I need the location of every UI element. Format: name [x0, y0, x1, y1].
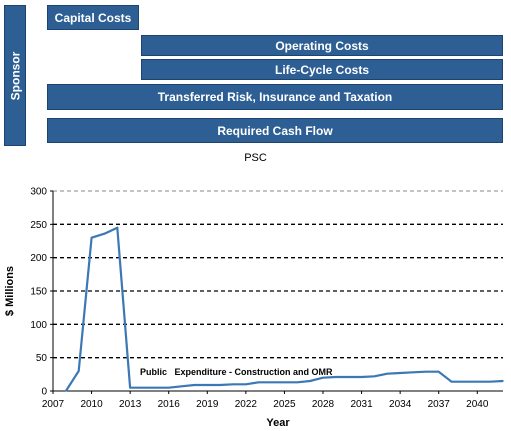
y-axis-label: $ Millions [4, 266, 16, 316]
series-point [245, 383, 247, 386]
y-tick-label: 200 [30, 253, 47, 264]
x-tick-label: 2040 [466, 399, 489, 410]
series-point [193, 384, 196, 386]
series-point [489, 380, 491, 383]
x-tick-label: 2037 [428, 399, 451, 410]
capital-costs-label: Capital Costs [54, 10, 132, 25]
series-point [322, 376, 324, 379]
y-tick-label: 150 [30, 287, 47, 298]
transferred-risk-bar: Transferred Risk, Insurance and Taxation [47, 84, 503, 110]
x-axis-label: Year [266, 417, 290, 429]
series-point [232, 383, 234, 386]
x-tick-label: 2013 [119, 399, 142, 410]
required-cash-flow-label: Required Cash Flow [217, 123, 333, 138]
chart-title: PSC [244, 152, 267, 164]
x-tick-labels: 2007 2010 2013 2016 2019 2022 2025 2028 2031 2034… [42, 391, 489, 410]
sponsor-bar: Sponsor [4, 5, 26, 146]
series-point [502, 380, 504, 382]
x-tick-label: 2034 [389, 399, 412, 410]
capital-costs-bar: Capital Costs [47, 5, 139, 30]
series-point [116, 226, 119, 229]
series-point [270, 381, 273, 384]
y-tick-label: 250 [30, 220, 47, 231]
life-cycle-costs-bar: Life-Cycle Costs [141, 59, 503, 80]
y-tick-label: 0 [41, 387, 47, 398]
y-tick-labels: 0 50 100 150 200 250 300 [30, 187, 53, 398]
operating-costs-bar: Operating Costs [141, 35, 503, 56]
series-point [425, 370, 427, 373]
series-point [65, 390, 67, 392]
transferred-risk-label: Transferred Risk, Insurance and Taxation [157, 90, 393, 104]
series-point [167, 386, 170, 389]
series-point [296, 381, 299, 384]
series-point [129, 386, 131, 389]
x-tick-label: 2007 [42, 399, 65, 410]
life-cycle-costs-label: Life-Cycle Costs [274, 62, 370, 77]
required-cash-flow-bar: Required Cash Flow [47, 118, 503, 143]
series-point [103, 232, 106, 235]
series-point [360, 376, 363, 378]
series-point [77, 370, 80, 372]
series-point [386, 372, 389, 375]
y-tick-label: 100 [30, 320, 47, 331]
x-tick-label: 2010 [80, 399, 103, 410]
x-tick-label: 2016 [158, 399, 181, 410]
series-point [347, 376, 350, 378]
series-point [155, 386, 157, 389]
series-points [65, 226, 504, 392]
x-tick-label: 2028 [312, 399, 335, 410]
series-point [450, 380, 453, 383]
series-point [463, 380, 466, 383]
series-point [437, 370, 440, 373]
series-point [399, 372, 401, 374]
series-point [309, 380, 311, 382]
series-point [476, 380, 479, 383]
x-tick-label: 2019 [196, 399, 219, 410]
y-tick-label: 50 [36, 353, 48, 364]
series-point [206, 384, 209, 386]
series-point [335, 376, 337, 378]
x-tick-label: 2025 [273, 399, 296, 410]
operating-costs-label: Operating Costs [275, 38, 369, 53]
y-tick-label: 300 [30, 187, 47, 198]
series-annotation: Public Expenditure - Construction and OM… [140, 367, 333, 377]
series-point [142, 386, 144, 389]
x-tick-label: 2022 [235, 399, 258, 410]
series-point [257, 381, 260, 384]
grid-lines [52, 190, 503, 392]
series-point [180, 385, 183, 388]
x-tick-label: 2031 [350, 399, 373, 410]
series-point [373, 375, 376, 378]
series-point [90, 236, 93, 239]
series-point [283, 381, 286, 384]
series-point [412, 371, 414, 374]
series-point [219, 384, 221, 386]
